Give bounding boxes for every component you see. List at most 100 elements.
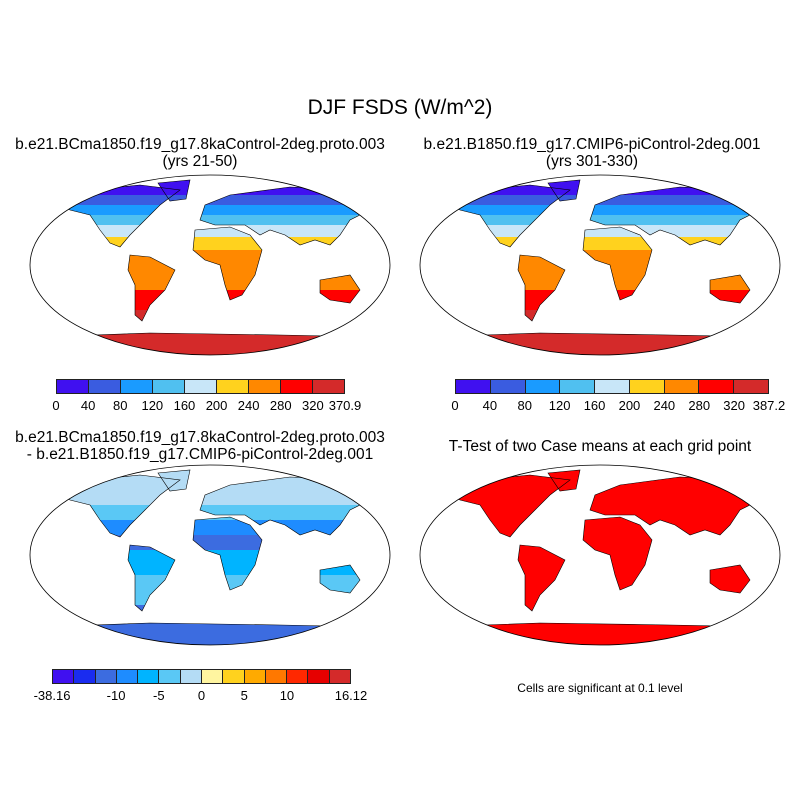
field-band — [420, 225, 780, 237]
coastline-south-america — [127, 544, 176, 612]
coastline-africa — [582, 516, 653, 591]
colorbar-box — [217, 380, 249, 393]
field-band — [30, 575, 390, 605]
panel-1-years: (yrs 21-50) — [162, 153, 238, 170]
colorbar-label: 0 — [451, 398, 459, 413]
colorbar-box — [525, 380, 561, 393]
coastline-australia — [709, 274, 751, 304]
field-band — [30, 225, 390, 237]
coastline-africa — [582, 226, 653, 301]
colorbar-box — [249, 380, 281, 393]
colorbar-label: 0 — [52, 398, 60, 413]
coastline-eurasia — [589, 476, 776, 536]
figure-title: DJF FSDS (W/m^2) — [307, 96, 493, 119]
colorbar-box — [74, 670, 96, 683]
field-band — [420, 195, 780, 205]
coastline-eurasia — [199, 476, 386, 536]
colorbar-label: 320 — [723, 398, 745, 413]
colorbar-box — [57, 380, 89, 393]
map-border — [419, 174, 781, 356]
panel-2-years: (yrs 301-330) — [545, 153, 639, 170]
colorbar-label: 200 — [618, 398, 641, 413]
field-band — [420, 215, 780, 225]
colorbar-label: 40 — [482, 398, 498, 413]
field-band — [420, 290, 780, 310]
colorbar-label: 320 — [302, 398, 324, 413]
field-band — [30, 520, 390, 535]
colorbar-label: 280 — [688, 398, 711, 413]
field-band — [420, 270, 780, 290]
colorbar-label: 0 — [197, 688, 206, 703]
field-band — [30, 310, 390, 355]
coastline-eurasia — [199, 186, 386, 246]
colorbar-box — [664, 380, 700, 393]
field-band — [420, 180, 780, 195]
colorbar-label: 80 — [112, 398, 128, 413]
colorbar-box — [95, 670, 117, 683]
field-band — [30, 250, 390, 270]
colorbar-case2 — [455, 379, 769, 394]
colorbar-label: 10 — [279, 688, 295, 703]
field-band — [30, 290, 390, 310]
field-band — [420, 310, 780, 355]
colorbar-difference — [52, 669, 351, 684]
colorbar-label: 80 — [517, 398, 532, 413]
colorbar-box — [201, 670, 224, 683]
colorbar-box — [121, 380, 153, 393]
colorbar-box — [595, 380, 630, 393]
colorbar-box — [560, 380, 596, 393]
coastline-south-america — [517, 254, 566, 322]
colorbar-box — [116, 670, 139, 683]
colorbar-box — [265, 670, 288, 683]
colorbar-label: 5 — [240, 688, 248, 703]
colorbar-box — [313, 380, 344, 393]
colorbar-box — [699, 380, 735, 393]
field-band — [30, 470, 390, 505]
colorbar-box — [456, 380, 491, 393]
colorbar-box — [629, 380, 665, 393]
colorbar-label: 40 — [80, 398, 96, 413]
panel-2-title: b.e21.B1850.f19_g17.CMIP6-piControl-2deg… — [392, 136, 792, 170]
coastline-greenland — [157, 179, 191, 202]
coastline-africa — [192, 226, 263, 301]
coastline-south-america — [127, 254, 176, 322]
panel-1-case: b.e21.BCma1850.f19_g17.8kaControl-2deg.p… — [15, 136, 385, 153]
colorbar-label: 160 — [173, 398, 196, 413]
field-band — [30, 505, 390, 520]
coastline-north-america — [439, 474, 571, 538]
colorbar-label: 280 — [269, 398, 292, 413]
coastline-north-america — [439, 184, 571, 248]
field-band — [420, 205, 780, 215]
coastline-south-america — [517, 544, 566, 612]
coastline-north-america — [49, 474, 181, 538]
colorbar-box — [490, 380, 526, 393]
colorbar-label: 240 — [237, 398, 260, 413]
panel-3-title: b.e21.BCma1850.f19_g17.8kaControl-2deg.p… — [0, 429, 400, 463]
colorbar-box — [159, 670, 181, 683]
field-band — [30, 205, 390, 215]
colorbar-label: 160 — [583, 398, 606, 413]
colorbar-box — [138, 670, 160, 683]
field-band — [30, 180, 390, 195]
panel-2-case: b.e21.B1850.f19_g17.CMIP6-piControl-2deg… — [423, 136, 761, 153]
colorbar-label: -38.16 — [33, 688, 71, 703]
field-band — [30, 270, 390, 290]
field-band — [30, 535, 390, 550]
colorbar-label: 120 — [548, 398, 571, 413]
colorbar-label: 387.2 — [752, 398, 786, 413]
map-case1-fsds — [29, 174, 391, 356]
colorbar-label: 240 — [653, 398, 676, 413]
colorbar-box — [734, 380, 769, 393]
map-case2-fsds — [419, 174, 781, 356]
colorbar-label: 120 — [141, 398, 164, 413]
map-difference — [29, 464, 391, 646]
coastline-australia — [709, 564, 751, 594]
panel-1-title: b.e21.BCma1850.f19_g17.8kaControl-2deg.p… — [0, 136, 400, 170]
colorbar-box — [287, 670, 309, 683]
colorbar-label: 200 — [205, 398, 228, 413]
colorbar-box — [244, 670, 266, 683]
map-border — [29, 174, 391, 356]
colorbar-box — [308, 670, 330, 683]
coastline-eurasia — [589, 186, 776, 246]
colorbar-box — [153, 380, 185, 393]
